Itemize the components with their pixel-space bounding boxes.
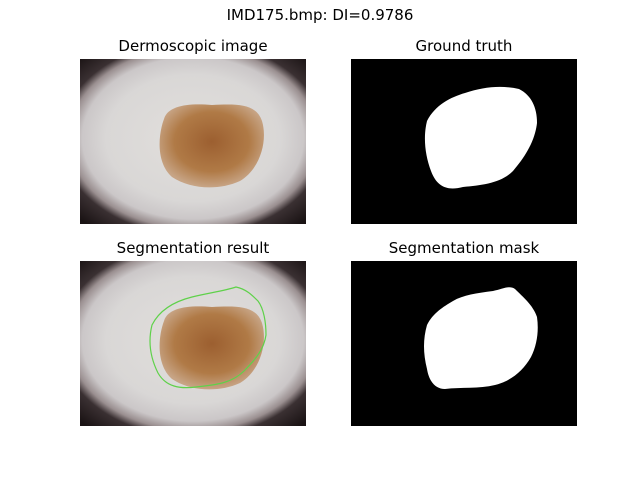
figure-title: IMD175.bmp: DI=0.9786 (226, 6, 414, 24)
segmentation-result-image (80, 261, 306, 426)
segmentation-result-title: Segmentation result (116, 239, 270, 257)
dermoscopic-image (80, 59, 306, 224)
ground-truth-title: Ground truth (415, 37, 513, 55)
segmentation-contour (149, 286, 267, 389)
segmentation-mask-image (351, 261, 577, 426)
segmentation-mask-title: Segmentation mask (388, 239, 540, 257)
dermoscopic-image-title: Dermoscopic image (118, 37, 268, 55)
ground-truth-image (351, 59, 577, 224)
